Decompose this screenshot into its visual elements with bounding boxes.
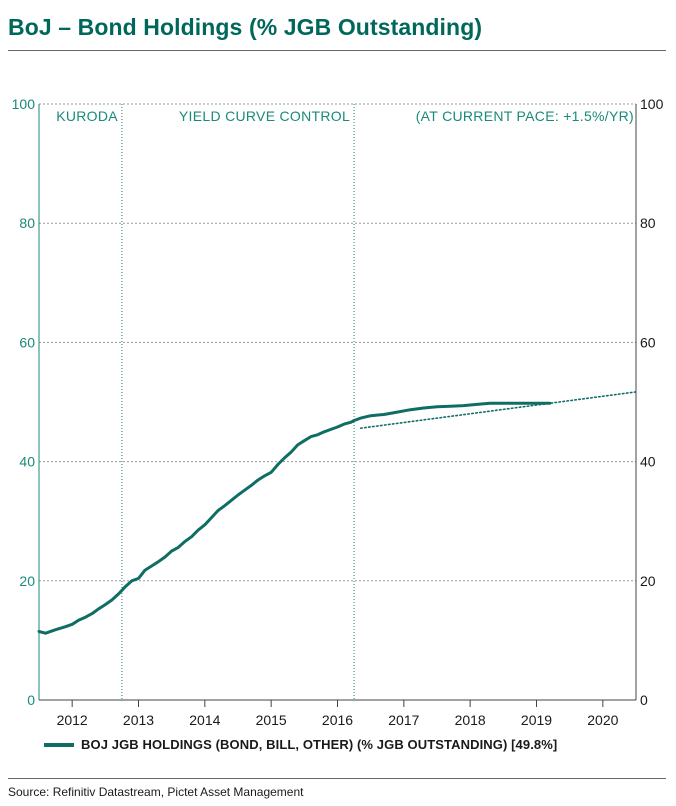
title-divider xyxy=(8,50,666,51)
annotation-label: (AT CURRENT PACE: +1.5%/YR) xyxy=(416,108,634,124)
annotation-label: YIELD CURVE CONTROL xyxy=(179,108,350,124)
event-markers xyxy=(121,104,355,700)
y-tick-label-right: 60 xyxy=(640,334,656,350)
x-tick-label: 2018 xyxy=(455,712,486,728)
source-divider xyxy=(8,778,666,779)
legend: BOJ JGB HOLDINGS (BOND, BILL, OTHER) (% … xyxy=(44,737,557,752)
y-tick-label-left: 60 xyxy=(19,334,35,350)
y-tick-label-left: 20 xyxy=(19,573,35,589)
series-line xyxy=(37,401,552,635)
y-tick-label-right: 100 xyxy=(640,96,664,112)
x-tick-label: 2020 xyxy=(587,712,618,728)
x-tick-label: 2012 xyxy=(57,712,88,728)
x-tick-label: 2016 xyxy=(322,712,353,728)
y-tick-label-left: 100 xyxy=(12,96,36,112)
y-tick-label-right: 80 xyxy=(640,215,656,231)
legend-label: BOJ JGB HOLDINGS (BOND, BILL, OTHER) (% … xyxy=(81,737,558,752)
y-tick-label-right: 20 xyxy=(640,573,656,589)
y-tick-label-right: 0 xyxy=(640,692,648,708)
series xyxy=(37,391,637,635)
source-note: Source: Refinitiv Datastream, Pictet Ass… xyxy=(8,785,304,799)
x-tick-label: 2017 xyxy=(388,712,419,728)
projection-line xyxy=(359,391,637,430)
y-tick-label-left: 80 xyxy=(19,215,35,231)
x-tick-label: 2015 xyxy=(256,712,287,728)
chart-title: BoJ – Bond Holdings (% JGB Outstanding) xyxy=(8,14,483,40)
annotation-label: KURODA xyxy=(56,108,118,124)
annotations: KURODA YIELD CURVE CONTROL (AT CURRENT PAC… xyxy=(56,108,634,124)
x-tick-label: 2019 xyxy=(521,712,552,728)
gridlines xyxy=(39,103,636,582)
legend-swatch xyxy=(44,742,74,747)
y-tick-label-left: 40 xyxy=(19,454,35,470)
x-tick-label: 2014 xyxy=(189,712,220,728)
y-tick-label-left: 0 xyxy=(27,692,35,708)
y-tick-label-right: 40 xyxy=(640,454,656,470)
x-tick-label: 2013 xyxy=(123,712,154,728)
axes xyxy=(38,104,637,707)
